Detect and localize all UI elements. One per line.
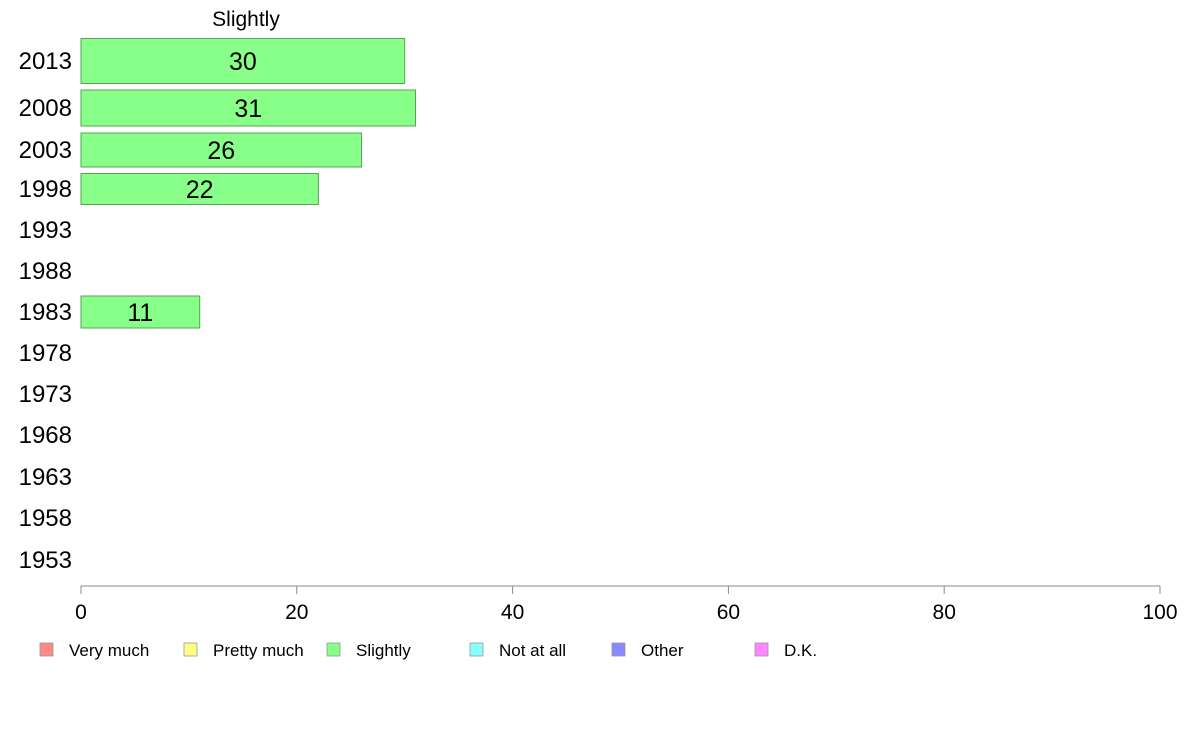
legend-swatch [469,642,484,657]
legend-item: Pretty much [183,641,304,660]
bar-2003 [80,132,363,168]
legend-item: Slightly [326,641,411,660]
x-tick-label: 80 [933,601,956,624]
legend-swatch [39,642,54,657]
legend-label: Slightly [356,641,411,660]
year-label: 1998 [19,176,72,203]
year-label: 1988 [19,258,72,285]
year-label: 2008 [19,95,72,122]
legend-label: D.K. [784,641,817,660]
legend-swatch [326,642,341,657]
bar-2008 [80,89,416,127]
year-label: 1953 [19,547,72,574]
bar-value-label: 11 [127,299,153,327]
bar-1983 [80,295,201,329]
legend-item: Very much [39,641,149,660]
legend-label: Very much [69,641,149,660]
legend-item: Not at all [469,641,566,660]
year-label: 1973 [19,381,72,408]
bar-2013 [80,38,406,84]
year-label: 1978 [19,340,72,367]
bar-value-label: 26 [207,137,235,165]
year-label: 2003 [19,137,72,164]
x-ticks: 0 20 40 60 80 100 [75,586,1178,624]
x-tick-label: 100 [1142,601,1177,624]
bar-value-label: 31 [234,95,262,123]
legend-label: Not at all [499,641,566,660]
bar-value-label: 22 [186,176,214,204]
legend-item: D.K. [754,641,817,660]
year-label: 1958 [19,505,72,532]
x-tick-label: 60 [717,601,740,624]
bars [80,38,416,329]
year-label: 1983 [19,299,72,326]
x-tick-label: 0 [75,601,87,624]
year-label: 1993 [19,217,72,244]
bar-1998 [80,173,319,205]
legend-swatch [754,642,769,657]
x-tick-label: 20 [285,601,308,624]
legend-swatch [611,642,626,657]
year-labels: 2013 2008 2003 1998 1993 1988 1983 1978 1973 1968… [19,48,72,574]
chart-title: Slightly [212,8,280,31]
legend: Very much Pretty much Slightly Not at all Ot… [39,641,817,660]
bar-value-label: 30 [229,48,257,76]
legend-label: Other [641,641,684,660]
bar-labels: 30 31 26 22 11 [127,48,262,327]
legend-label: Pretty much [213,641,304,660]
legend-swatch [183,642,198,657]
year-label: 2013 [19,48,72,75]
year-label: 1963 [19,464,72,491]
year-label: 1968 [19,422,72,449]
legend-item: Other [611,641,684,660]
x-tick-label: 40 [501,601,524,624]
